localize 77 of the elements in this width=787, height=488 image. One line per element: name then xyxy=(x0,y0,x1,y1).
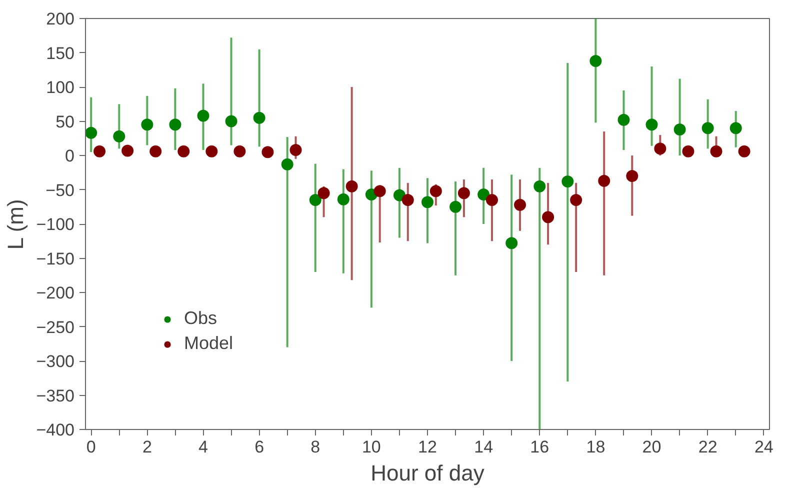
x-tick-label: 0 xyxy=(86,438,96,456)
point xyxy=(562,176,574,188)
point xyxy=(141,118,154,131)
point xyxy=(150,145,162,158)
point xyxy=(682,145,694,158)
x-tick-label: 14 xyxy=(474,438,494,456)
point xyxy=(674,123,686,136)
y-tick-label: 50 xyxy=(56,112,75,132)
point xyxy=(206,145,218,158)
point xyxy=(430,185,442,198)
x-tick-label: 10 xyxy=(362,438,381,456)
point xyxy=(86,126,98,139)
x-axis-title: Hour of day xyxy=(370,460,484,486)
point xyxy=(590,54,602,67)
point xyxy=(626,170,638,182)
point xyxy=(478,188,490,201)
x-tick-label: 2 xyxy=(142,438,152,456)
point xyxy=(178,145,190,158)
point xyxy=(730,122,742,134)
point xyxy=(570,194,582,206)
point xyxy=(253,112,266,124)
point xyxy=(654,142,666,155)
x-tick-label: 18 xyxy=(586,438,606,456)
point xyxy=(262,146,274,158)
point xyxy=(738,145,750,158)
y-tick-label: −50 xyxy=(46,180,75,200)
point xyxy=(486,194,498,206)
point xyxy=(402,194,414,206)
y-tick-label: −200 xyxy=(36,284,75,302)
x-tick-label: 6 xyxy=(254,438,264,456)
y-tick-label: 150 xyxy=(46,44,75,63)
point xyxy=(122,144,134,157)
point xyxy=(234,145,246,158)
y-tick-label: −100 xyxy=(36,215,75,234)
y-tick-label: −400 xyxy=(36,420,75,440)
point xyxy=(113,130,126,142)
point xyxy=(169,118,182,131)
x-tick-label: 12 xyxy=(418,438,437,456)
point xyxy=(702,122,714,134)
point xyxy=(346,180,358,192)
point xyxy=(281,158,294,170)
x-tick-label: 24 xyxy=(754,438,774,456)
point xyxy=(309,194,322,206)
x-tick-label: 22 xyxy=(698,438,718,456)
legend-label: Obs xyxy=(184,308,218,329)
point xyxy=(458,187,470,200)
x-tick-label: 8 xyxy=(310,438,320,456)
point xyxy=(514,198,526,211)
y-tick-label: −250 xyxy=(36,318,75,337)
point xyxy=(318,187,330,200)
point xyxy=(393,189,406,202)
point xyxy=(290,144,302,156)
point xyxy=(542,211,554,224)
legend-label: Model xyxy=(184,333,234,354)
point xyxy=(450,200,462,213)
x-tick-label: 20 xyxy=(642,438,662,456)
point xyxy=(197,110,210,122)
x-tick-label: 16 xyxy=(530,438,550,456)
point xyxy=(506,237,518,250)
point xyxy=(422,196,434,208)
point xyxy=(710,145,722,158)
point xyxy=(374,185,386,198)
y-tick-label: −350 xyxy=(36,386,75,406)
point xyxy=(225,115,238,128)
y-tick-label: 100 xyxy=(46,78,75,97)
point xyxy=(598,174,610,187)
y-tick-label: −300 xyxy=(36,352,75,371)
y-tick-label: 200 xyxy=(46,10,75,28)
point xyxy=(94,145,106,158)
x-tick-label: 4 xyxy=(198,438,208,456)
point xyxy=(618,114,630,126)
y-axis-title: L (m) xyxy=(3,199,28,250)
y-tick-label: 0 xyxy=(65,146,75,166)
point xyxy=(534,180,546,192)
point xyxy=(646,118,658,131)
y-tick-label: −150 xyxy=(36,249,75,268)
point xyxy=(337,193,350,206)
